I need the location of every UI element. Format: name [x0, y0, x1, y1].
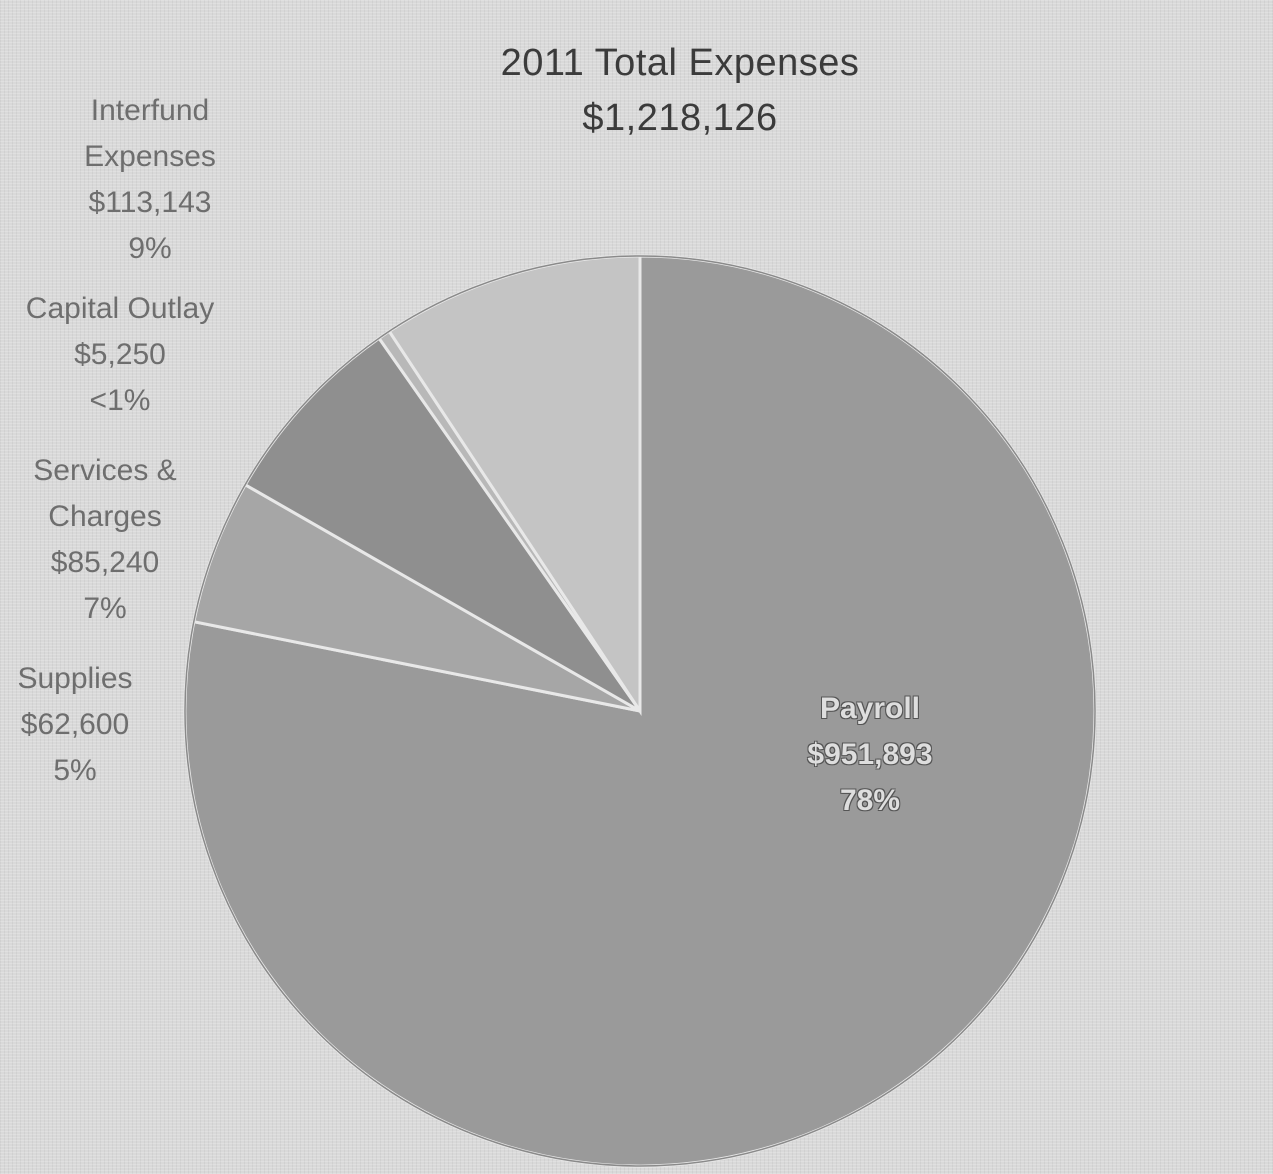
- label-percent: 78%: [839, 784, 901, 817]
- label-line: Capital Outlay: [25, 292, 215, 325]
- label-percent: 9%: [128, 232, 172, 265]
- label-amount: $5,250: [74, 338, 166, 371]
- slice-label-capital-outlay: Capital Outlay $5,250 <1%: [0, 286, 240, 424]
- label-amount: $951,893: [807, 738, 933, 771]
- label-line: Expenses: [84, 140, 216, 173]
- label-percent: 5%: [53, 754, 97, 787]
- label-line: Supplies: [17, 662, 133, 695]
- slice-label-payroll: Payroll $951,893 78%: [770, 686, 970, 824]
- chart-subtitle: $1,218,126: [582, 97, 778, 139]
- slice-label-services-charges: Services & Charges $85,240 7%: [10, 448, 200, 632]
- label-amount: $62,600: [20, 708, 130, 741]
- slice-label-supplies: Supplies $62,600 5%: [0, 656, 150, 794]
- label-line: Interfund: [90, 94, 210, 127]
- label-line: Services &: [33, 454, 177, 487]
- label-amount: $113,143: [88, 186, 212, 219]
- label-amount: $85,240: [50, 546, 160, 579]
- pie-outline: [184, 255, 1096, 1167]
- label-line: Payroll: [819, 692, 921, 725]
- label-percent: 7%: [83, 592, 127, 625]
- label-line: Charges: [48, 500, 162, 533]
- chart-title: 2011 Total Expenses: [500, 42, 860, 84]
- label-percent: <1%: [89, 384, 151, 417]
- slice-label-interfund-expenses: Interfund Expenses $113,143 9%: [55, 88, 245, 272]
